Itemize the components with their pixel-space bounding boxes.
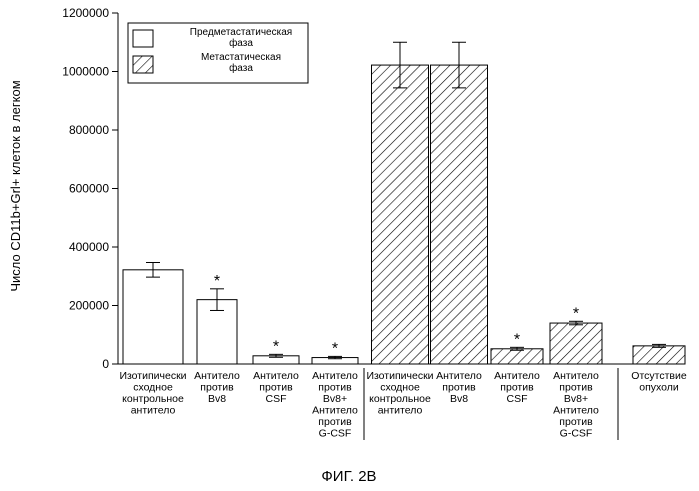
category-label-line: против <box>442 382 476 394</box>
category-label-line: Bv8+ <box>323 393 347 405</box>
category-label-line: против <box>500 382 534 394</box>
category-label: Изотипическисходноеконтрольноеантитело <box>119 370 186 417</box>
category-label-line: контрольное <box>122 393 184 405</box>
y-tick-label: 0 <box>102 357 109 371</box>
y-tick-label: 600000 <box>69 182 109 196</box>
category-label-line: Антитело <box>312 405 358 417</box>
significance-star: * <box>214 273 220 290</box>
category-label: Отсутствиеопухоли <box>631 370 687 394</box>
category-label-line: Антитело <box>553 405 599 417</box>
category-label-line: Антитело <box>436 370 482 382</box>
y-axis-label: Число CD11b+Grl+ клеток в легком <box>8 80 23 291</box>
category-label-line: Антитело <box>253 370 299 382</box>
category-label-line: против <box>259 382 293 394</box>
category-label-line: против <box>559 382 593 394</box>
category-label: АнтителопротивCSF <box>494 370 540 405</box>
bar <box>431 65 488 364</box>
bar <box>633 346 685 364</box>
category-label: АнтителопротивBv8+АнтителопротивG-CSF <box>312 370 358 440</box>
bar <box>123 270 183 364</box>
y-tick-label: 800000 <box>69 123 109 137</box>
figure-caption: ФИГ. 2В <box>321 468 376 485</box>
category-label-line: контрольное <box>369 393 431 405</box>
category-label-line: Антитело <box>494 370 540 382</box>
category-label-line: G-CSF <box>319 428 352 440</box>
category-label-line: Bv8+ <box>564 393 588 405</box>
significance-star: * <box>514 331 520 348</box>
y-tick-label: 200000 <box>69 299 109 313</box>
category-label-line: против <box>200 382 234 394</box>
category-label-line: антитело <box>378 405 423 417</box>
y-axis-ticks: 0 200000 400000 600000 800000 1000000 1200000 <box>62 6 118 371</box>
category-labels: ИзотипическисходноеконтрольноеантителоАн… <box>119 370 686 440</box>
category-label-line: против <box>318 416 352 428</box>
category-label-line: Антитело <box>553 370 599 382</box>
category-label: АнтителопротивBv8 <box>194 370 240 405</box>
legend-swatch-open <box>133 30 153 47</box>
bar <box>491 349 543 364</box>
bar <box>372 65 429 364</box>
legend-label-line: фаза <box>229 37 253 49</box>
category-label-line: CSF <box>507 393 528 405</box>
category-label-line: опухоли <box>639 382 679 394</box>
significance-star: * <box>332 340 338 357</box>
y-tick-label: 1000000 <box>62 65 109 79</box>
category-label-line: G-CSF <box>560 428 593 440</box>
category-label-line: сходное <box>133 382 173 394</box>
category-label-line: Bv8 <box>208 393 226 405</box>
category-label: АнтителопротивBv8 <box>436 370 482 405</box>
bars: * * * * * <box>123 42 685 364</box>
category-label-line: Антитело <box>312 370 358 382</box>
y-tick-label: 400000 <box>69 240 109 254</box>
category-label: Изотипическисходноеконтрольноеантитело <box>366 370 433 417</box>
significance-star: * <box>573 305 579 322</box>
legend-swatch-hatched <box>133 56 153 73</box>
category-label-line: сходное <box>380 382 420 394</box>
significance-star: * <box>273 338 279 355</box>
category-label: АнтителопротивCSF <box>253 370 299 405</box>
category-label-line: против <box>559 416 593 428</box>
category-label: АнтителопротивBv8+АнтителопротивG-CSF <box>553 370 599 440</box>
category-label-line: антитело <box>131 405 176 417</box>
category-label-line: Bv8 <box>450 393 468 405</box>
bar <box>550 323 602 364</box>
category-label-line: Изотипически <box>119 370 186 382</box>
category-label-line: против <box>318 382 352 394</box>
category-label-line: Изотипически <box>366 370 433 382</box>
legend-label-line: Предметастатическая <box>190 27 292 38</box>
y-tick-label: 1200000 <box>62 6 109 20</box>
category-label-line: Отсутствие <box>631 370 687 382</box>
legend: Предметастатическаяфаза Метастатическаяф… <box>128 23 308 83</box>
category-label-line: Антитело <box>194 370 240 382</box>
category-label-line: CSF <box>266 393 287 405</box>
legend-label-line: Метастатическая <box>201 52 281 63</box>
legend-label-line: фаза <box>229 62 253 74</box>
